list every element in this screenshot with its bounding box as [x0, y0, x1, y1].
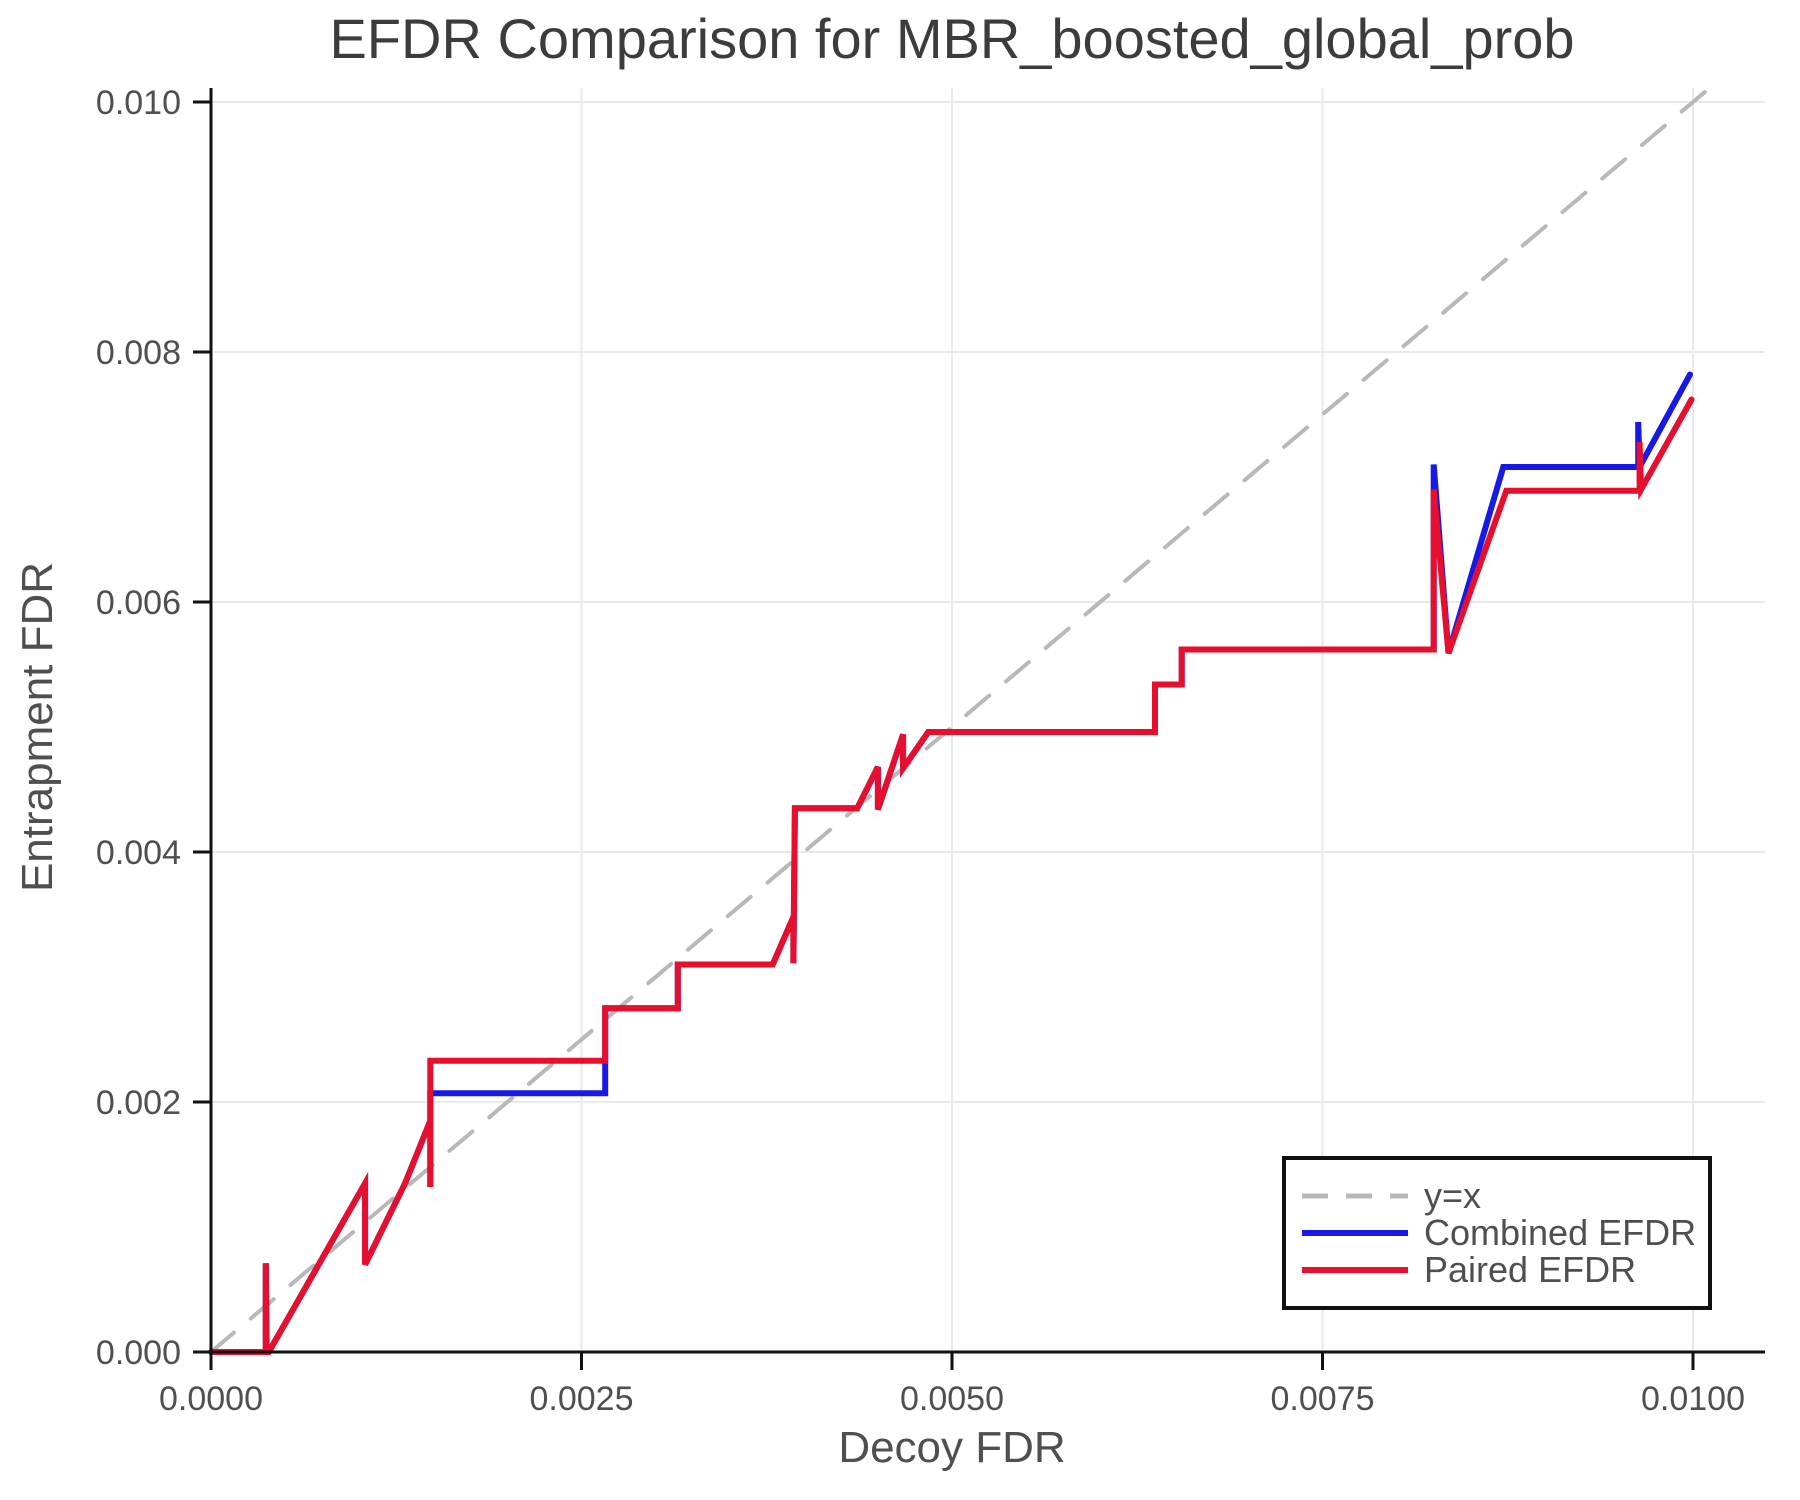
axes [193, 88, 1765, 1370]
legend-label: y=x [1424, 1175, 1481, 1216]
y-tick-label: 0.002 [96, 1084, 181, 1122]
x-tick-label: 0.0025 [530, 1380, 634, 1418]
legend-label: Combined EFDR [1424, 1212, 1696, 1253]
y-axis-label: Entrapment FDR [13, 562, 62, 892]
y-tick-label: 0.006 [96, 584, 181, 622]
x-tick-label: 0.0100 [1641, 1380, 1745, 1418]
series-line-paired-efdr [208, 396, 1695, 1355]
y-tick-label: 0.000 [96, 1334, 181, 1372]
x-tick-label: 0.0075 [1271, 1380, 1375, 1418]
y-tick-label: 0.010 [96, 84, 181, 122]
y-tick-label: 0.004 [96, 834, 181, 872]
x-tick-label: 0.0000 [159, 1380, 263, 1418]
series-line-y-x [209, 87, 1710, 1354]
x-tick-label: 0.0050 [900, 1380, 1004, 1418]
x-axis-label: Decoy FDR [838, 1423, 1065, 1472]
legend-label: Paired EFDR [1424, 1249, 1636, 1290]
data-series [208, 87, 1710, 1355]
chart-title: EFDR Comparison for MBR_boosted_global_p… [329, 7, 1574, 70]
y-tick-label: 0.008 [96, 334, 181, 372]
tick-labels: 0.0000 0.0025 0.0050 0.0075 0.0100 0.000 0.002… [96, 84, 1745, 1418]
